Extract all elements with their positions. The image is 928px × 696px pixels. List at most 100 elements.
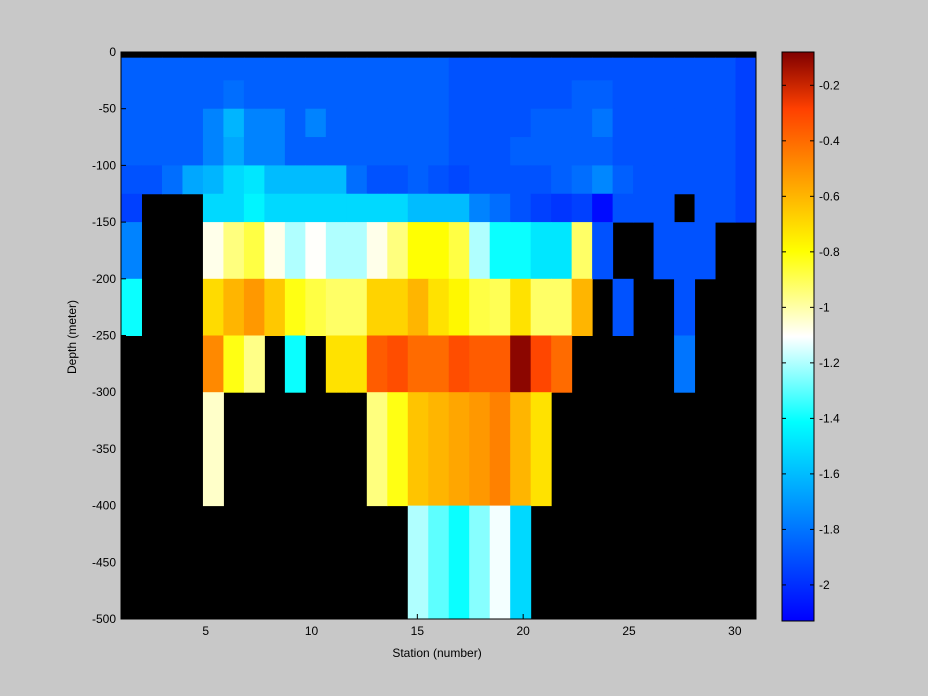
heatmap-cell xyxy=(305,80,327,110)
heatmap-cell xyxy=(407,335,429,393)
heatmap-cell xyxy=(551,57,573,81)
heatmap-cell xyxy=(735,165,757,195)
heatmap-cell xyxy=(633,193,655,223)
heatmap-cell xyxy=(448,278,470,336)
heatmap-cell xyxy=(571,137,593,166)
heatmap-cell xyxy=(161,165,183,195)
heatmap-cell xyxy=(592,80,614,110)
heatmap-cell xyxy=(346,222,368,280)
heatmap-cell xyxy=(346,108,368,138)
heatmap-cell xyxy=(489,335,511,393)
x-tick-label: 15 xyxy=(411,624,425,638)
heatmap-cell xyxy=(407,222,429,280)
heatmap-cell xyxy=(387,137,409,166)
heatmap-cell xyxy=(571,193,593,223)
heatmap-cell xyxy=(223,193,245,223)
heatmap-cell xyxy=(612,193,634,223)
heatmap-cell xyxy=(141,137,163,166)
y-axis-label: Depth (meter) xyxy=(65,300,79,374)
y-tick-label: -300 xyxy=(92,385,116,399)
heatmap-cell xyxy=(264,165,286,195)
heatmap-cell xyxy=(202,57,224,81)
heatmap-cell xyxy=(325,57,347,81)
heatmap-cell xyxy=(489,278,511,336)
heatmap-cell xyxy=(633,165,655,195)
heatmap-cell xyxy=(346,278,368,336)
heatmap-cell xyxy=(551,108,573,138)
heatmap-cell xyxy=(551,222,573,280)
heatmap-cell xyxy=(489,137,511,166)
heatmap-cell xyxy=(223,137,245,166)
heatmap-cell xyxy=(612,57,634,81)
heatmap-cell xyxy=(264,80,286,110)
x-tick-label: 5 xyxy=(202,624,209,638)
heatmap-cell xyxy=(202,108,224,138)
heatmap-cell xyxy=(530,80,552,110)
heatmap-cell xyxy=(284,278,306,336)
heatmap-cell xyxy=(121,137,142,166)
heatmap-cell xyxy=(284,57,306,81)
heatmap-cell xyxy=(284,222,306,280)
heatmap-cell xyxy=(407,80,429,110)
heatmap-cell xyxy=(530,193,552,223)
heatmap-cell xyxy=(366,165,388,195)
heatmap-cell xyxy=(428,80,450,110)
heatmap-cell xyxy=(489,165,511,195)
heatmap-cell xyxy=(551,80,573,110)
heatmap-cell xyxy=(612,108,634,138)
heatmap-cell xyxy=(366,278,388,336)
heatmap-cell xyxy=(182,80,204,110)
heatmap-cell xyxy=(346,80,368,110)
heatmap-cell xyxy=(469,505,491,620)
heatmap-cell xyxy=(161,80,183,110)
heatmap-cell xyxy=(264,222,286,280)
heatmap-cell xyxy=(202,222,224,280)
heatmap-cell xyxy=(223,165,245,195)
heatmap-cell xyxy=(243,222,265,280)
heatmap-cell xyxy=(510,335,532,393)
heatmap-cell xyxy=(428,108,450,138)
heatmap-cell xyxy=(448,80,470,110)
heatmap-cell xyxy=(510,165,532,195)
heatmap-cell xyxy=(325,80,347,110)
heatmap-cell xyxy=(694,137,716,166)
heatmap-cell xyxy=(469,57,491,81)
heatmap-cell xyxy=(243,278,265,336)
heatmap-cell xyxy=(530,392,552,507)
heatmap-cell xyxy=(223,57,245,81)
heatmap-cell xyxy=(428,278,450,336)
heatmap-cell xyxy=(264,57,286,81)
heatmap-cell xyxy=(674,108,696,138)
heatmap-cell xyxy=(284,165,306,195)
heatmap-cell xyxy=(571,222,593,280)
heatmap-cell xyxy=(325,222,347,280)
y-tick-label: -200 xyxy=(92,272,116,286)
heatmap-cell xyxy=(284,193,306,223)
heatmap-cell xyxy=(264,193,286,223)
heatmap-cell xyxy=(202,278,224,336)
heatmap-cell xyxy=(489,505,511,620)
colorbar-tick-label: -2 xyxy=(819,578,830,592)
heatmap-cell xyxy=(489,108,511,138)
heatmap-cell xyxy=(489,57,511,81)
heatmap-cell xyxy=(121,57,142,81)
y-tick-label: -50 xyxy=(99,102,117,116)
heatmap-cell xyxy=(325,193,347,223)
heatmap-cell xyxy=(469,108,491,138)
heatmap-cell xyxy=(715,193,737,223)
y-tick-label: -400 xyxy=(92,499,116,513)
heatmap-cell xyxy=(387,165,409,195)
heatmap-cell xyxy=(284,108,306,138)
heatmap-cell xyxy=(530,335,552,393)
x-axis: 5 10 15 20 25 30 xyxy=(202,614,742,638)
colorbar: -0.2 -0.4 -0.6 -0.8 -1 -1.2 -1.4 -1.6 -1.8 -2 xyxy=(781,51,840,622)
heatmap-cell xyxy=(592,108,614,138)
heatmap-cell xyxy=(489,392,511,507)
y-tick-label: -450 xyxy=(92,555,116,569)
heatmap-cell xyxy=(592,137,614,166)
heatmap-cell xyxy=(284,335,306,393)
heatmap-cell xyxy=(530,278,552,336)
heatmap-cell xyxy=(202,193,224,223)
heatmap-cell xyxy=(633,137,655,166)
heatmap-cell xyxy=(223,80,245,110)
